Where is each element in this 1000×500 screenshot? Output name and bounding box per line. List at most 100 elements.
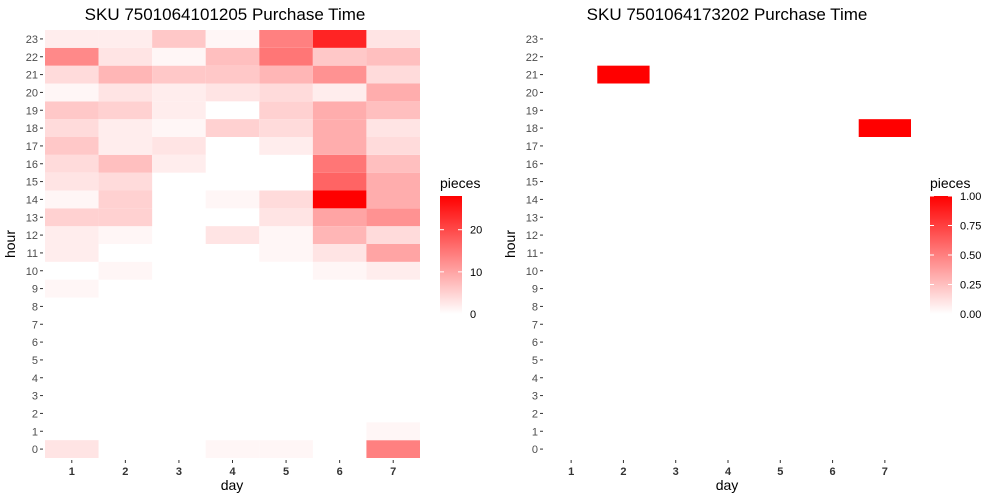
heatmap-cell — [366, 30, 420, 48]
y-tick-label: 12 — [26, 230, 38, 242]
left-heatmap-cells — [45, 30, 420, 458]
legend-tick-label: 20 — [470, 225, 482, 237]
heatmap-cell — [205, 83, 260, 102]
heatmap-cell — [259, 30, 313, 48]
legend-tick-label: 10 — [470, 267, 482, 279]
y-tick-label: 19 — [526, 105, 538, 117]
heatmap-cell — [312, 119, 367, 137]
y-tick-label: 0 — [532, 444, 538, 456]
y-tick-label: 9 — [532, 284, 538, 296]
y-tick-label: 16 — [26, 159, 38, 171]
heatmap-cell — [366, 172, 420, 191]
legend-tick-label: 0.25 — [960, 280, 981, 292]
heatmap-cell — [366, 101, 420, 120]
y-tick-label: 21 — [26, 70, 38, 82]
y-tick-label: 14 — [526, 194, 538, 206]
y-tick-label: 7 — [32, 319, 38, 331]
heatmap-cell — [259, 244, 313, 262]
heatmap-cell — [98, 47, 153, 66]
heatmap-cell — [366, 244, 420, 262]
legend-tick-label: 0.00 — [960, 309, 981, 321]
heatmap-cell — [366, 154, 420, 173]
y-tick-label: 4 — [532, 373, 538, 385]
x-tick-label: 3 — [673, 466, 679, 478]
y-tick-label: 8 — [32, 301, 38, 313]
x-tick-label: 2 — [122, 466, 128, 478]
x-tick-label: 7 — [390, 466, 396, 478]
y-tick-label: 23 — [26, 34, 38, 46]
heatmap-cell — [152, 83, 206, 102]
heatmap-cell — [45, 154, 99, 173]
heatmap-cell — [98, 154, 153, 173]
y-tick-label: 2 — [32, 408, 38, 420]
heatmap-cell — [98, 226, 153, 244]
y-tick-label: 15 — [26, 177, 38, 189]
y-tick-label: 5 — [32, 355, 38, 367]
heatmap-cell — [45, 208, 99, 227]
y-tick-label: 18 — [526, 123, 538, 135]
heatmap-cell — [259, 101, 313, 120]
heatmap-cell — [366, 226, 420, 244]
heatmap-cell — [45, 65, 99, 84]
heatmap-cell — [98, 83, 153, 102]
heatmap-cell — [152, 30, 206, 48]
heatmap-cell — [366, 440, 420, 458]
heatmap-cell — [312, 101, 367, 120]
y-tick-label: 13 — [26, 212, 38, 224]
heatmap-cell — [152, 119, 206, 137]
left-y-axis-label: hour — [2, 230, 18, 258]
heatmap-cell — [312, 190, 367, 209]
heatmap-cell — [98, 30, 153, 48]
heatmap-cell — [312, 83, 367, 102]
heatmap-cell — [312, 208, 367, 227]
x-tick-label: 1 — [568, 466, 574, 478]
y-tick-label: 12 — [526, 230, 538, 242]
heatmap-cell — [205, 47, 260, 66]
y-tick-label: 10 — [26, 266, 38, 278]
heatmap-cell — [259, 83, 313, 102]
heatmap-cell — [366, 208, 420, 227]
y-tick-label: 4 — [32, 373, 38, 385]
heatmap-cell — [259, 65, 313, 84]
right-legend: pieces 0.00 0.25 0.50 0.75 1.00 — [930, 175, 981, 321]
heatmap-cell — [45, 244, 99, 262]
heatmap-cell — [98, 101, 153, 120]
heatmap-cell — [152, 47, 206, 66]
left-legend-colorbar — [440, 196, 462, 314]
heatmap-cell — [366, 137, 420, 155]
y-tick-label: 11 — [27, 248, 38, 260]
heatmap-cell — [312, 226, 367, 244]
y-tick-label: 15 — [526, 177, 538, 189]
y-tick-label: 19 — [26, 105, 38, 117]
right-legend-colorbar — [930, 196, 952, 314]
x-tick-label: 5 — [777, 466, 783, 478]
y-tick-label: 8 — [532, 301, 538, 313]
heatmap-cell — [205, 440, 260, 458]
heatmap-cell — [45, 190, 99, 209]
y-tick-label: 3 — [32, 391, 38, 403]
right-heatmap-cells — [597, 65, 911, 137]
heatmap-cell — [45, 279, 99, 298]
x-tick-label: 6 — [830, 466, 836, 478]
heatmap-cell — [45, 172, 99, 191]
heatmap-cell — [259, 226, 313, 244]
y-tick-label: 3 — [532, 391, 538, 403]
right-legend-ticks: 0.00 0.25 0.50 0.75 1.00 — [930, 191, 981, 321]
heatmap-cell — [366, 422, 420, 441]
legend-tick-label: 0.50 — [960, 250, 981, 262]
heatmap-cell — [366, 83, 420, 102]
y-tick-label: 16 — [526, 159, 538, 171]
y-tick-label: 7 — [532, 319, 538, 331]
x-tick-label: 4 — [725, 466, 732, 478]
y-tick-label: 13 — [526, 212, 538, 224]
heatmap-cell — [259, 190, 313, 209]
y-tick-label: 17 — [526, 141, 538, 153]
heatmap-cell — [45, 47, 99, 66]
heatmap-cell — [366, 190, 420, 209]
heatmap-cell — [205, 65, 260, 84]
y-tick-label: 20 — [26, 87, 38, 99]
heatmap-cell — [45, 440, 99, 458]
